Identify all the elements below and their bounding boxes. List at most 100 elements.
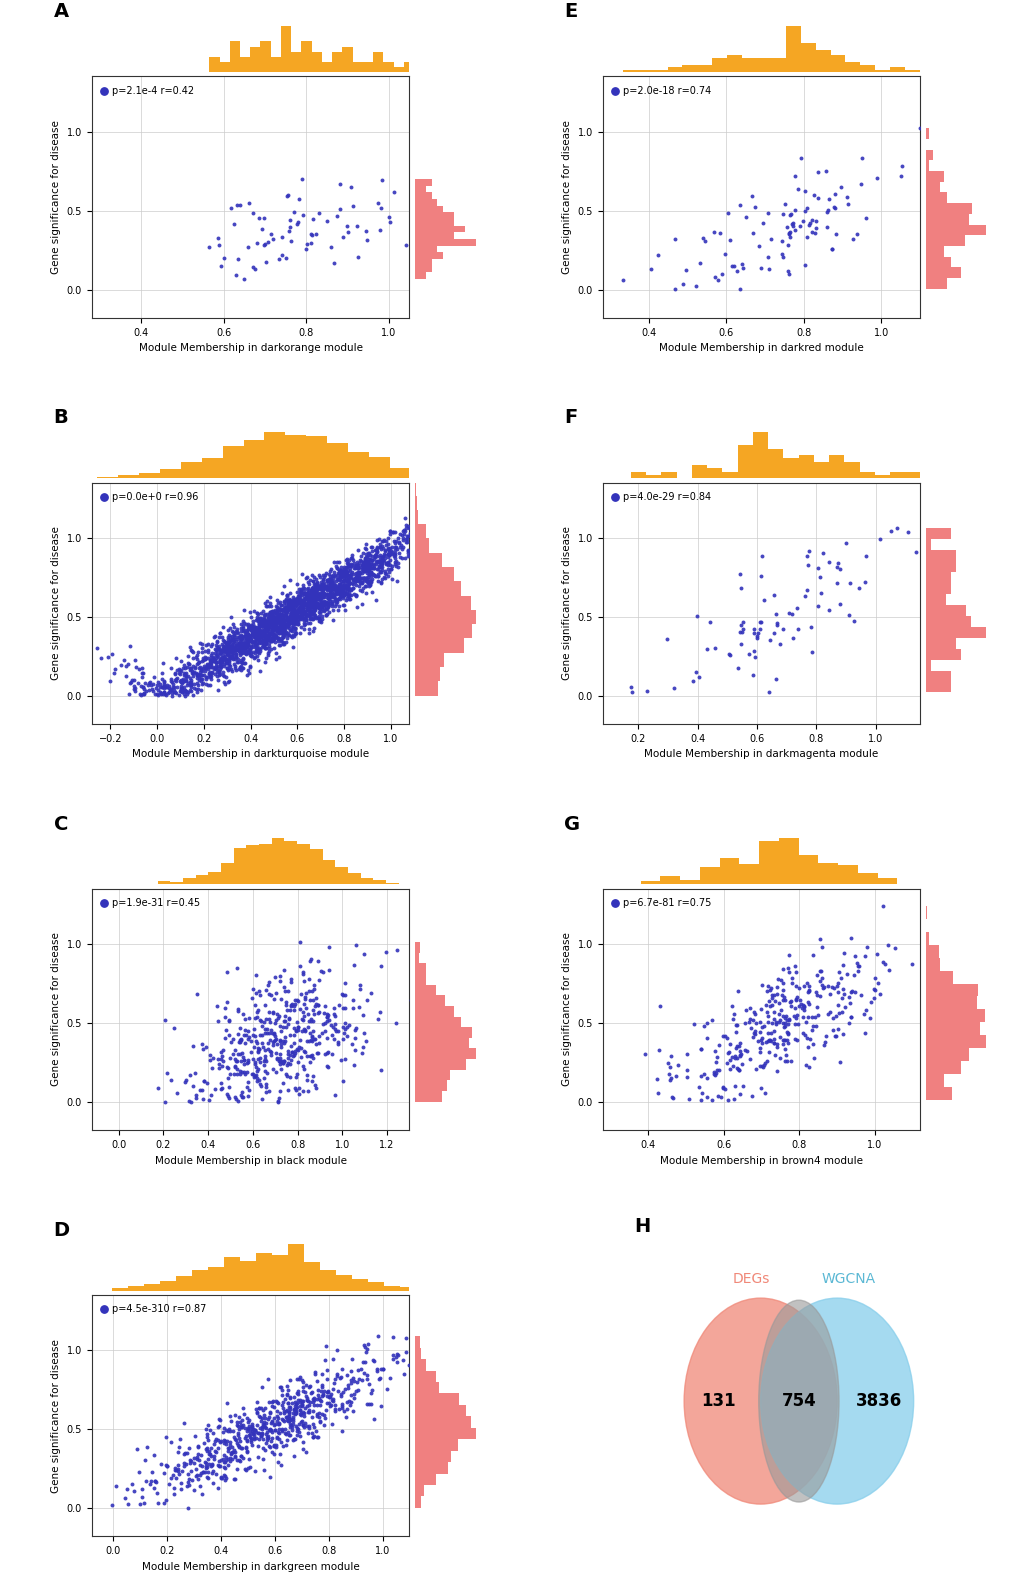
Point — [835, 977, 851, 1003]
Point — [302, 597, 318, 623]
Point — [254, 1023, 270, 1049]
Point — [348, 565, 365, 591]
Point — [221, 1007, 237, 1033]
Point — [752, 996, 768, 1022]
Point — [441, 521, 458, 546]
Point — [396, 518, 413, 543]
Point — [288, 580, 305, 605]
Point — [294, 1375, 311, 1400]
Point — [276, 1030, 292, 1055]
Point — [787, 198, 803, 223]
Point — [239, 619, 256, 645]
Point — [273, 1407, 289, 1432]
Point — [269, 607, 285, 632]
Point — [728, 1012, 744, 1038]
Point — [703, 1087, 719, 1112]
Point — [274, 630, 290, 656]
Point — [245, 1022, 261, 1047]
Point — [815, 974, 832, 1000]
Point — [394, 526, 411, 551]
Point — [219, 1055, 235, 1080]
Point — [276, 589, 292, 615]
Point — [211, 621, 227, 646]
Point — [227, 645, 244, 670]
Point — [315, 562, 331, 588]
Point — [289, 611, 306, 637]
Point — [195, 1087, 211, 1112]
Point — [307, 1026, 323, 1052]
Point — [762, 227, 779, 252]
Bar — [112, 1288, 127, 1291]
Point — [230, 1426, 247, 1451]
Point — [425, 512, 441, 537]
Point — [333, 561, 350, 586]
Point — [376, 565, 392, 591]
Point — [358, 219, 374, 244]
Point — [269, 1045, 285, 1071]
Point — [170, 1453, 186, 1478]
Point — [756, 1050, 772, 1076]
Point — [198, 1454, 214, 1479]
Point — [216, 1454, 232, 1479]
Point — [233, 632, 250, 657]
Point — [283, 969, 300, 995]
Point — [290, 1367, 307, 1392]
Point — [281, 596, 298, 621]
Point — [363, 1391, 379, 1416]
Point — [300, 580, 316, 605]
Bar — [415, 179, 431, 185]
Point — [235, 1402, 252, 1427]
Point — [272, 600, 288, 626]
Point — [178, 664, 195, 689]
Point — [255, 630, 271, 656]
Point — [361, 554, 377, 580]
Point — [327, 1397, 343, 1422]
Point — [311, 200, 327, 225]
Point — [272, 1049, 288, 1074]
Point — [360, 1391, 376, 1416]
Point — [284, 1400, 301, 1426]
Point — [270, 618, 286, 643]
Point — [232, 1049, 249, 1074]
Point — [296, 589, 312, 615]
Point — [373, 537, 389, 562]
Point — [745, 1025, 761, 1050]
Point — [264, 624, 280, 649]
Point — [235, 610, 252, 635]
Bar — [415, 985, 436, 995]
Point — [306, 599, 322, 624]
Point — [257, 602, 273, 627]
Point — [808, 982, 824, 1007]
Bar — [322, 62, 332, 73]
Point — [284, 1391, 301, 1416]
Point — [386, 537, 403, 562]
Point — [401, 523, 418, 548]
Point — [222, 629, 238, 654]
Point — [254, 623, 270, 648]
Point — [221, 668, 237, 694]
Point — [765, 1031, 782, 1057]
Point — [259, 618, 275, 643]
Point — [311, 584, 327, 610]
Point — [372, 1365, 388, 1391]
Point — [231, 634, 248, 659]
Point — [133, 1476, 150, 1502]
Bar — [925, 540, 930, 550]
Point — [300, 569, 316, 594]
Point — [221, 637, 237, 662]
Point — [284, 611, 301, 637]
Point — [282, 1413, 299, 1438]
Point — [302, 1044, 318, 1069]
Point — [166, 676, 182, 702]
Point — [219, 635, 235, 661]
Point — [313, 1373, 329, 1399]
Point — [240, 1446, 257, 1472]
Point — [856, 1020, 872, 1045]
Bar — [925, 659, 930, 670]
Point — [165, 1015, 181, 1041]
Point — [770, 1001, 787, 1026]
Point — [280, 597, 297, 623]
Point — [293, 591, 310, 616]
Point — [335, 559, 352, 584]
Point — [358, 565, 374, 591]
